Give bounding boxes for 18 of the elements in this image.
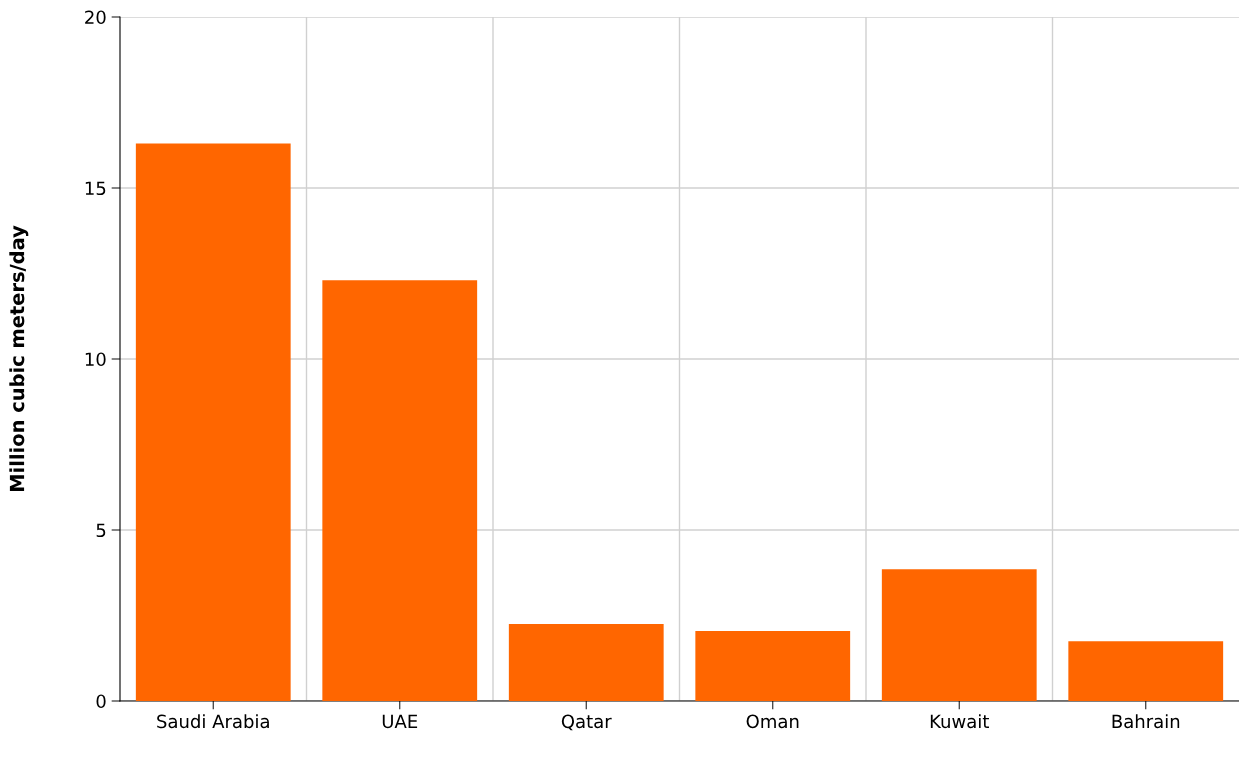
bar xyxy=(1068,641,1224,701)
y-tick-label: 20 xyxy=(85,10,106,25)
bar xyxy=(881,569,1037,701)
bar xyxy=(135,143,291,701)
bar xyxy=(695,630,851,701)
y-tick-label: 0 xyxy=(96,694,106,709)
y-tick-label: 5 xyxy=(96,523,106,538)
y-axis-title: Million cubic meters/day xyxy=(9,225,29,491)
x-tick-label: Bahrain xyxy=(1112,714,1180,729)
x-tick-label: Kuwait xyxy=(930,714,989,729)
x-tick-label: Oman xyxy=(746,714,799,729)
x-tick-label: Saudi Arabia xyxy=(157,714,269,729)
y-tick-label: 10 xyxy=(85,352,106,367)
bar xyxy=(508,624,664,701)
x-tick-label: Qatar xyxy=(561,714,612,731)
bar xyxy=(322,280,478,701)
y-tick-label: 15 xyxy=(85,181,106,196)
x-tick-label: UAE xyxy=(382,714,418,729)
